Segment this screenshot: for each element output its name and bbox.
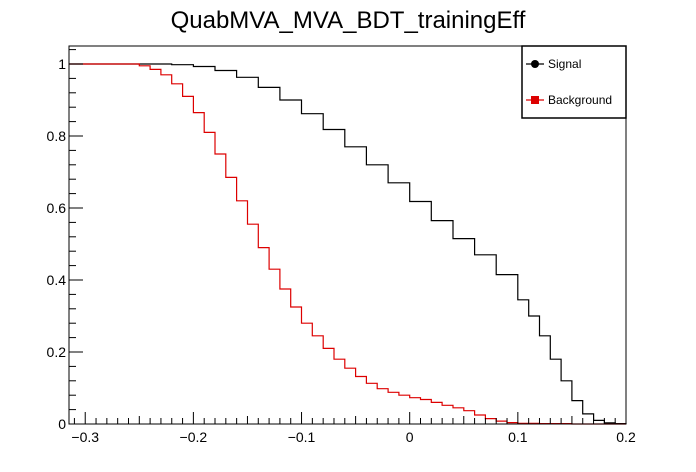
legend-box [521,45,627,119]
x-tick-label: −0.1 [288,429,316,445]
plot-area [69,63,627,425]
y-tick-label: 0.2 [47,344,67,360]
series-line-signal [69,63,627,425]
y-tick-label: 0.6 [47,200,67,216]
y-tick-label: 0.8 [47,128,67,144]
series-line-background [69,63,626,425]
x-tick-label: −0.2 [180,429,208,445]
legend-label-background: Background [548,93,612,107]
axes: −0.3 −0.2 −0.1 0 0.1 0.2 0 0.2 0.4 0.6 0.8 1 [47,45,636,445]
legend-label-signal: Signal [548,57,581,71]
y-tick-label: 1 [58,56,66,72]
x-tick-label: −0.3 [71,429,99,445]
y-tick-label: 0 [58,416,66,432]
chart-title: QuabMVA_MVA_BDT_trainingEff [171,7,526,34]
y-tick-label: 0.4 [47,272,67,288]
x-tick-label: 0.2 [616,429,636,445]
legend: Signal Background [521,45,627,119]
legend-marker-square [531,96,539,104]
plot-frame [68,45,627,425]
x-tick-label: 0.1 [508,429,528,445]
x-tick-label: 0 [406,429,414,445]
legend-marker-circle [531,60,539,68]
